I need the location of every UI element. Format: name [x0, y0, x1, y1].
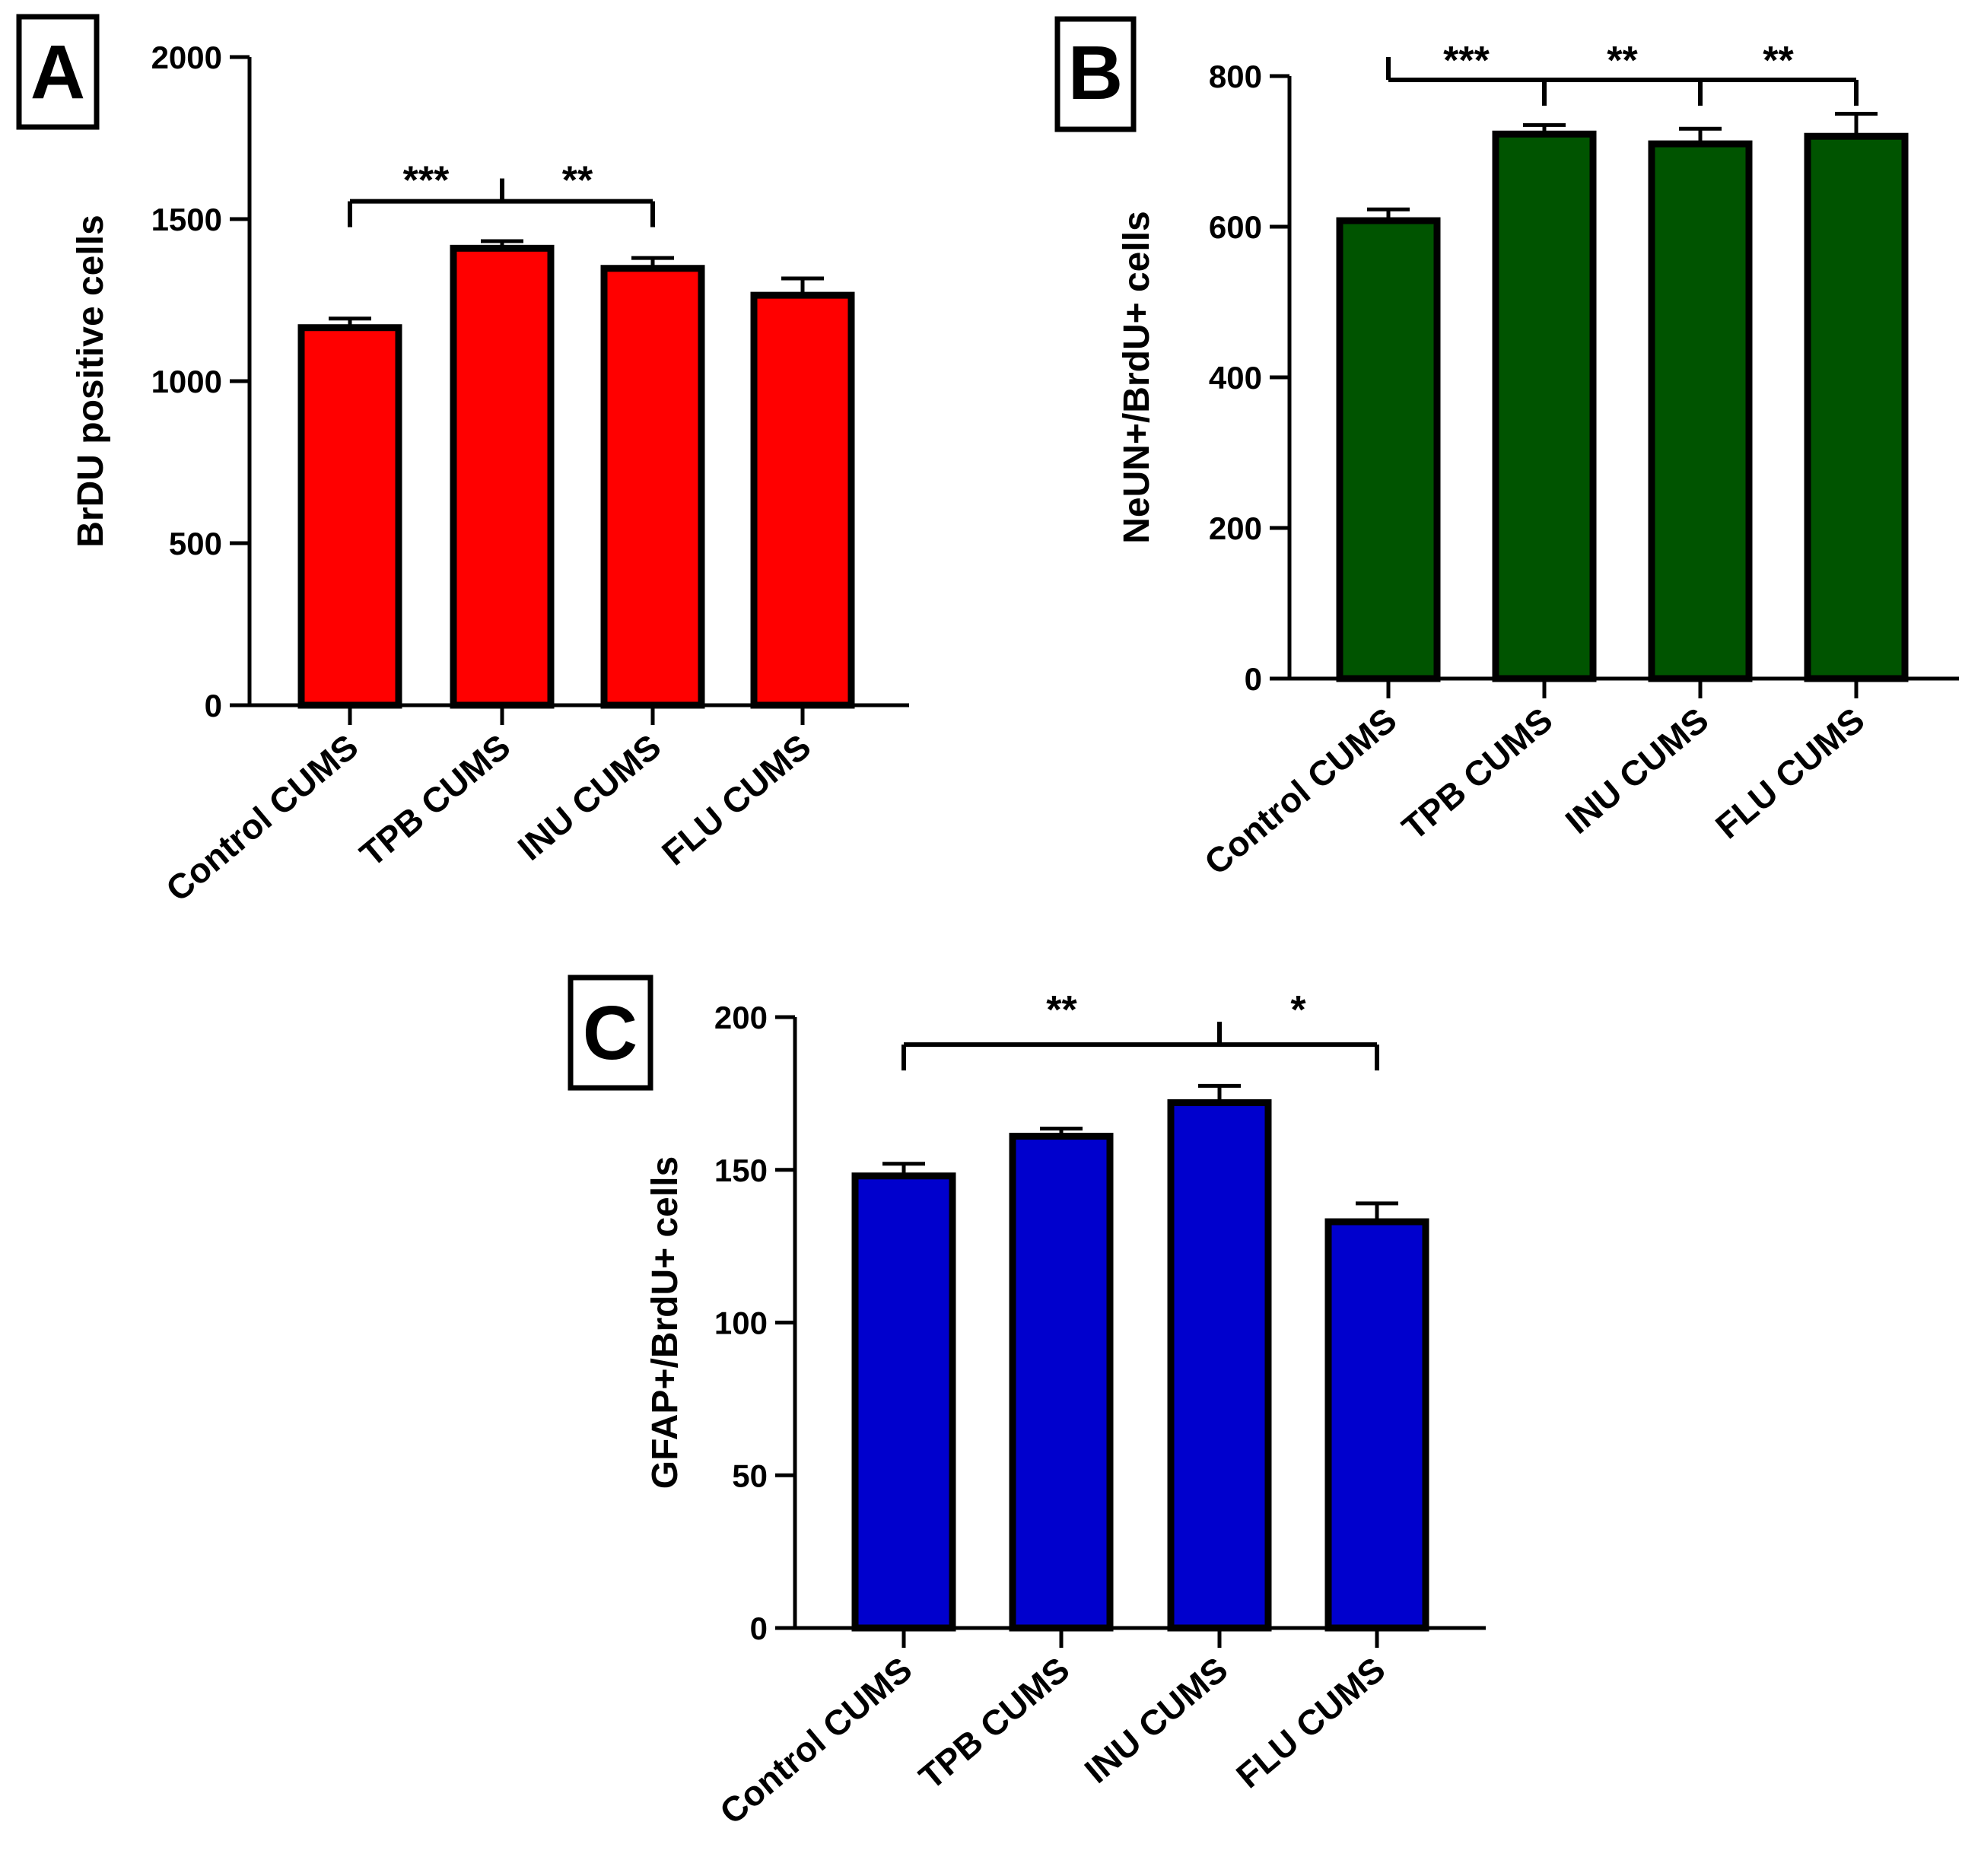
x-tick-label: FLU CUMS: [1229, 1649, 1392, 1796]
chart-panel-B: B 0 200 400 600 800 NeUN+/BrdU+ cells Control C…: [1054, 16, 1959, 882]
significance-label: **: [1046, 988, 1077, 1032]
y-tick-label: 0: [205, 688, 222, 723]
bar-flu-cums: [1324, 1218, 1429, 1632]
panel-label-box: [568, 975, 653, 1091]
bar-control-cums: [297, 324, 402, 709]
x-tick-label: INU CUMS: [1077, 1649, 1235, 1791]
y-tick-label: 0: [750, 1610, 768, 1646]
x-tick-label: Control CUMS: [712, 1649, 919, 1832]
bar-control-cums: [851, 1172, 956, 1632]
bar-control-cums: [1336, 217, 1441, 682]
chart-panel-C: C 0 50 100 150 200 GFAP+/BrdU+ cells Control CU…: [568, 975, 1486, 1832]
y-tick-label: 150: [714, 1153, 768, 1188]
y-tick-label: 800: [1209, 59, 1262, 94]
y-tick-label: 50: [732, 1458, 768, 1493]
x-tick-label: FLU CUMS: [1708, 700, 1871, 847]
bar-inu-cums: [1648, 140, 1753, 682]
panel-label: C: [583, 990, 638, 1076]
y-tick-label: 100: [714, 1305, 768, 1341]
panel-label: A: [30, 30, 85, 115]
x-tick-label: FLU CUMS: [654, 727, 818, 873]
significance-label: **: [1607, 39, 1638, 83]
significance-label: ***: [1443, 39, 1490, 83]
bar-inu-cums: [1167, 1099, 1272, 1632]
panel-label-box: [16, 14, 100, 130]
x-tick-label: Control CUMS: [1197, 700, 1404, 882]
x-tick-label: TPB CUMS: [1394, 700, 1560, 847]
x-tick-label: INU CUMS: [1558, 700, 1716, 841]
y-tick-label: 200: [714, 1000, 768, 1035]
y-tick-label: 1500: [151, 202, 222, 237]
y-axis-title: BrDU positive cells: [71, 215, 111, 547]
panel-label-box: [1054, 16, 1137, 132]
y-tick-label: 1000: [151, 364, 222, 399]
x-tick-label: TPB CUMS: [911, 1649, 1076, 1797]
bar-flu-cums: [1804, 132, 1909, 682]
y-axis-title: GFAP+/BrdU+ cells: [645, 1156, 685, 1490]
bar-flu-cums: [750, 291, 855, 709]
significance-label: ***: [403, 159, 450, 203]
y-tick-label: 600: [1209, 209, 1262, 245]
bar-tpb-cums: [1492, 130, 1597, 682]
y-tick-label: 0: [1245, 661, 1262, 697]
x-tick-label: TPB CUMS: [352, 727, 517, 874]
panel-label: B: [1068, 30, 1123, 116]
significance-label: *: [1290, 988, 1306, 1032]
significance-label: **: [562, 159, 593, 203]
significance-label: **: [1763, 39, 1794, 83]
bar-inu-cums: [600, 265, 705, 709]
chart-panel-A: A 0 500 1000 1500 2000 BrDU positive cells Cont…: [16, 14, 909, 909]
x-tick-label: INU CUMS: [510, 727, 669, 868]
y-tick-label: 500: [169, 526, 222, 561]
x-tick-label: Control CUMS: [158, 727, 365, 909]
y-axis-title: NeUN+/BrdU+ cells: [1117, 211, 1157, 544]
bar-tpb-cums: [450, 244, 555, 709]
y-tick-label: 400: [1209, 360, 1262, 396]
y-tick-label: 2000: [151, 40, 222, 75]
bar-tpb-cums: [1009, 1133, 1114, 1632]
y-tick-label: 200: [1209, 510, 1262, 546]
